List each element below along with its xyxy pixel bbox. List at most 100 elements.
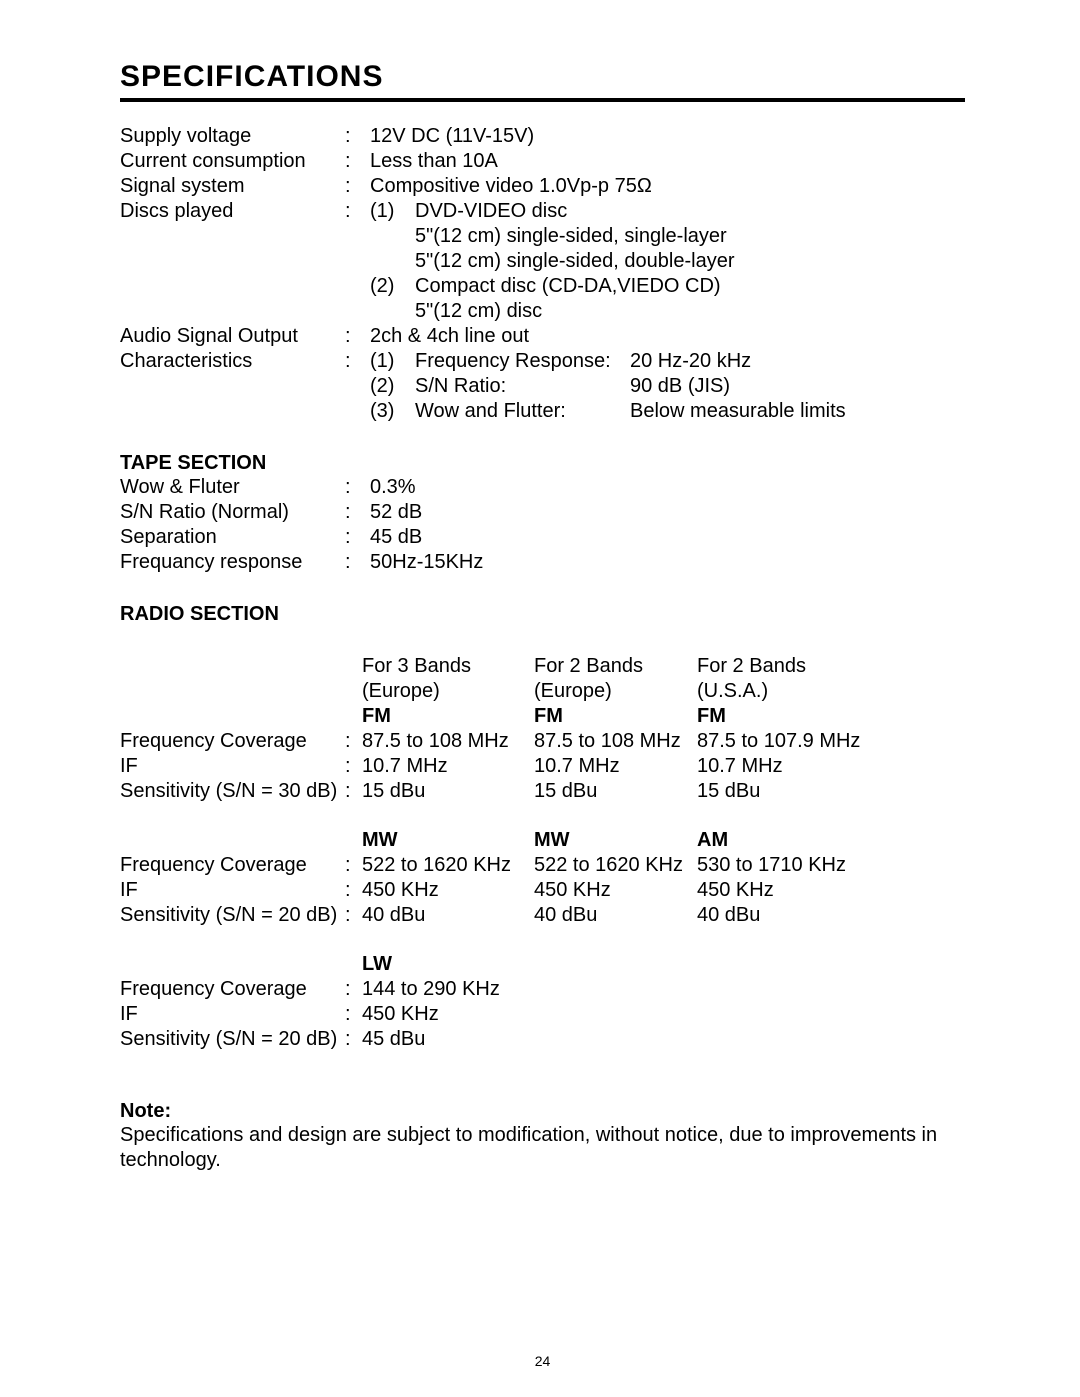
spec-row-sn-ratio: S/N Ratio (Normal) : 52 dB [120,500,965,525]
value: 15 dBu [534,779,697,804]
list-text: 5"(12 cm) single-sided, double-layer [370,249,965,274]
value: 522 to 1620 KHz [534,853,697,878]
value: 40 dBu [534,903,697,928]
label: Sensitivity (S/N = 30 dB) [120,779,345,804]
colon: : [345,754,362,779]
colon: : [345,729,362,754]
label: Frequency Coverage [120,729,345,754]
char-desc: Wow and Flutter: [415,399,630,424]
value: 15 dBu [362,779,534,804]
label: IF [120,754,345,779]
spec-row-audio-output: Audio Signal Output : 2ch & 4ch line out [120,324,965,349]
colon: : [345,1027,362,1052]
char-val: Below measurable limits [630,399,846,424]
value: 52 dB [370,500,965,525]
col3-subheader: (U.S.A.) [697,679,965,704]
tape-section-heading: TAPE SECTION [120,452,965,475]
value: 10.7 MHz [697,754,965,779]
value: 450 KHz [362,878,534,903]
value: (1)DVD-VIDEO disc 5"(12 cm) single-sided… [370,199,965,324]
colon: : [345,324,370,349]
col1-header: For 3 Bands [362,654,534,679]
page-number: 24 [120,1353,965,1369]
spec-row-discs-played: Discs played : (1)DVD-VIDEO disc 5"(12 c… [120,199,965,324]
note-heading: Note: [120,1100,965,1123]
label: Frequency Coverage [120,853,345,878]
fm-freq-row: Frequency Coverage: 87.5 to 108 MHz 87.5… [120,729,965,754]
list-num: (1) [370,199,415,224]
char-val: 90 dB (JIS) [630,374,730,399]
value: 450 KHz [697,878,965,903]
lw-if-row: IF: 450 KHz [120,1002,965,1027]
value: 10.7 MHz [362,754,534,779]
colon: : [345,903,362,928]
spec-row-freq-response: Frequancy response : 50Hz-15KHz [120,550,965,575]
value: Compositive video 1.0Vp-p 75Ω [370,174,965,199]
col1-subheader: (Europe) [362,679,534,704]
mw-label: MW [534,828,697,853]
spec-row-characteristics: Characteristics : (1)Frequency Response:… [120,349,965,424]
list-text: 5"(12 cm) single-sided, single-layer [370,224,965,249]
value: 87.5 to 107.9 MHz [697,729,965,754]
colon: : [345,878,362,903]
mw-label: MW [362,828,534,853]
page-content: SPECIFICATIONS Supply voltage : 12V DC (… [0,0,1080,1369]
list-text: 5"(12 cm) disc [370,299,965,324]
colon: : [345,475,370,500]
colon: : [345,149,370,174]
label: IF [120,878,345,903]
colon: : [345,349,370,424]
label: Separation [120,525,345,550]
colon: : [345,525,370,550]
fm-header-row: FM FM FM [120,704,965,729]
spec-row-supply-voltage: Supply voltage : 12V DC (11V-15V) [120,124,965,149]
title-rule [120,98,965,102]
value: 522 to 1620 KHz [362,853,534,878]
label: S/N Ratio (Normal) [120,500,345,525]
value: 530 to 1710 KHz [697,853,965,878]
value: 144 to 290 KHz [362,977,534,1002]
char-desc: S/N Ratio: [415,374,630,399]
value: 2ch & 4ch line out [370,324,965,349]
label: Wow & Fluter [120,475,345,500]
label: Signal system [120,174,345,199]
char-val: 20 Hz-20 kHz [630,349,751,374]
fm-label: FM [362,704,534,729]
fm-if-row: IF: 10.7 MHz 10.7 MHz 10.7 MHz [120,754,965,779]
list-text: DVD-VIDEO disc [415,199,965,224]
value: 40 dBu [697,903,965,928]
label: Sensitivity (S/N = 20 dB) [120,1027,345,1052]
value: 450 KHz [362,1002,534,1027]
am-label: AM [697,828,965,853]
label: Supply voltage [120,124,345,149]
spec-row-current-consumption: Current consumption : Less than 10A [120,149,965,174]
col2-header: For 2 Bands [534,654,697,679]
value: 50Hz-15KHz [370,550,965,575]
value: 45 dBu [362,1027,534,1052]
value: 87.5 to 108 MHz [534,729,697,754]
value: 45 dB [370,525,965,550]
label: IF [120,1002,345,1027]
colon: : [345,550,370,575]
char-desc: Frequency Response: [415,349,630,374]
list-num: (3) [370,399,415,424]
label: Sensitivity (S/N = 20 dB) [120,903,345,928]
note-text: Specifications and design are subject to… [120,1123,965,1173]
value: 10.7 MHz [534,754,697,779]
value: 15 dBu [697,779,965,804]
lw-sens-row: Sensitivity (S/N = 20 dB): 45 dBu [120,1027,965,1052]
value: (1)Frequency Response:20 Hz-20 kHz (2)S/… [370,349,965,424]
label: Frequancy response [120,550,345,575]
list-text: Compact disc (CD-DA,VIEDO CD) [415,274,965,299]
list-num: (2) [370,274,415,299]
label: Current consumption [120,149,345,174]
label: Frequency Coverage [120,977,345,1002]
fm-sens-row: Sensitivity (S/N = 30 dB): 15 dBu 15 dBu… [120,779,965,804]
value: 87.5 to 108 MHz [362,729,534,754]
label: Discs played [120,199,345,324]
value: 40 dBu [362,903,534,928]
colon: : [345,174,370,199]
value: Less than 10A [370,149,965,174]
page-title: SPECIFICATIONS [120,60,965,94]
col2-subheader: (Europe) [534,679,697,704]
